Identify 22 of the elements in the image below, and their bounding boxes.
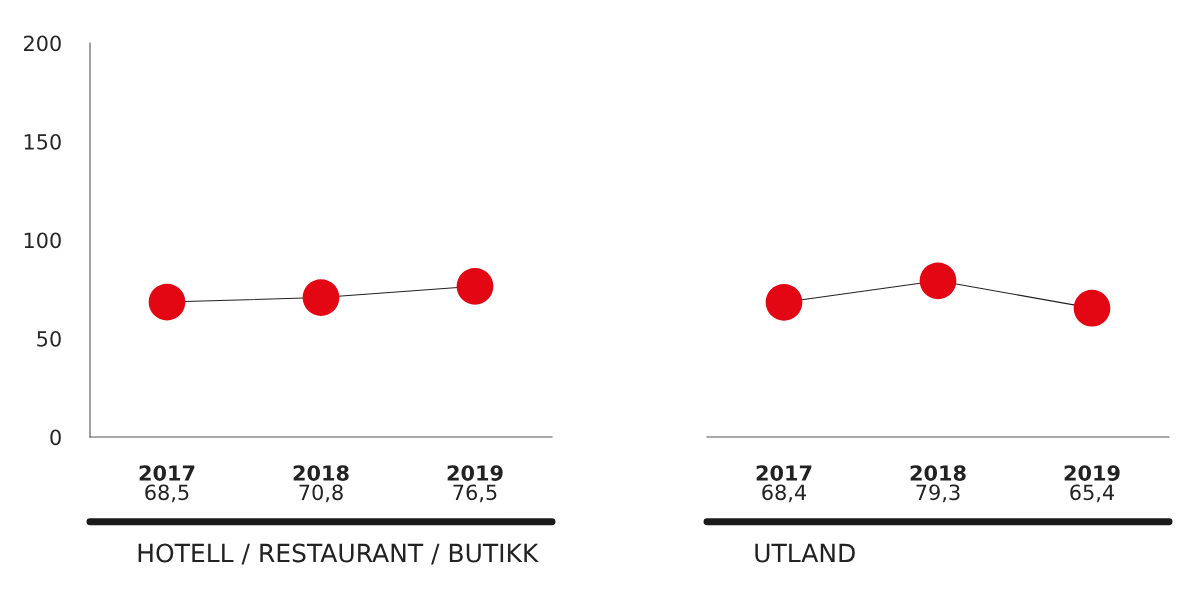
x-tick-label: 2017: [756, 465, 812, 481]
data-label: 70,8: [299, 484, 343, 503]
data-label: 79,3: [916, 484, 960, 503]
data-label: 68,4: [762, 484, 807, 503]
x-tick-label: 2018: [293, 465, 349, 481]
y-tick-label: 0: [50, 429, 61, 446]
point: [302, 279, 340, 316]
y-tick-label: 100: [24, 232, 61, 249]
data-label: 68,5: [145, 484, 189, 503]
x-tick-label: 2018: [910, 465, 966, 481]
x-tick-label: 2019: [447, 465, 503, 481]
data-label: 65,4: [1070, 484, 1115, 503]
y-tick-label: 200: [23, 35, 61, 52]
data-label: 76,5: [453, 484, 497, 503]
x-axis-title: HOTELL / RESTAURANT / BUTIKK: [138, 543, 539, 565]
x-tick-label: 2019: [1064, 465, 1120, 481]
y-tick-label: 50: [37, 330, 61, 347]
point: [148, 283, 186, 321]
x-tick-label: 2017: [139, 465, 195, 481]
y-tick-label: 150: [24, 133, 61, 150]
point: [456, 267, 494, 305]
x-axis-title: UTLAND: [755, 543, 855, 563]
